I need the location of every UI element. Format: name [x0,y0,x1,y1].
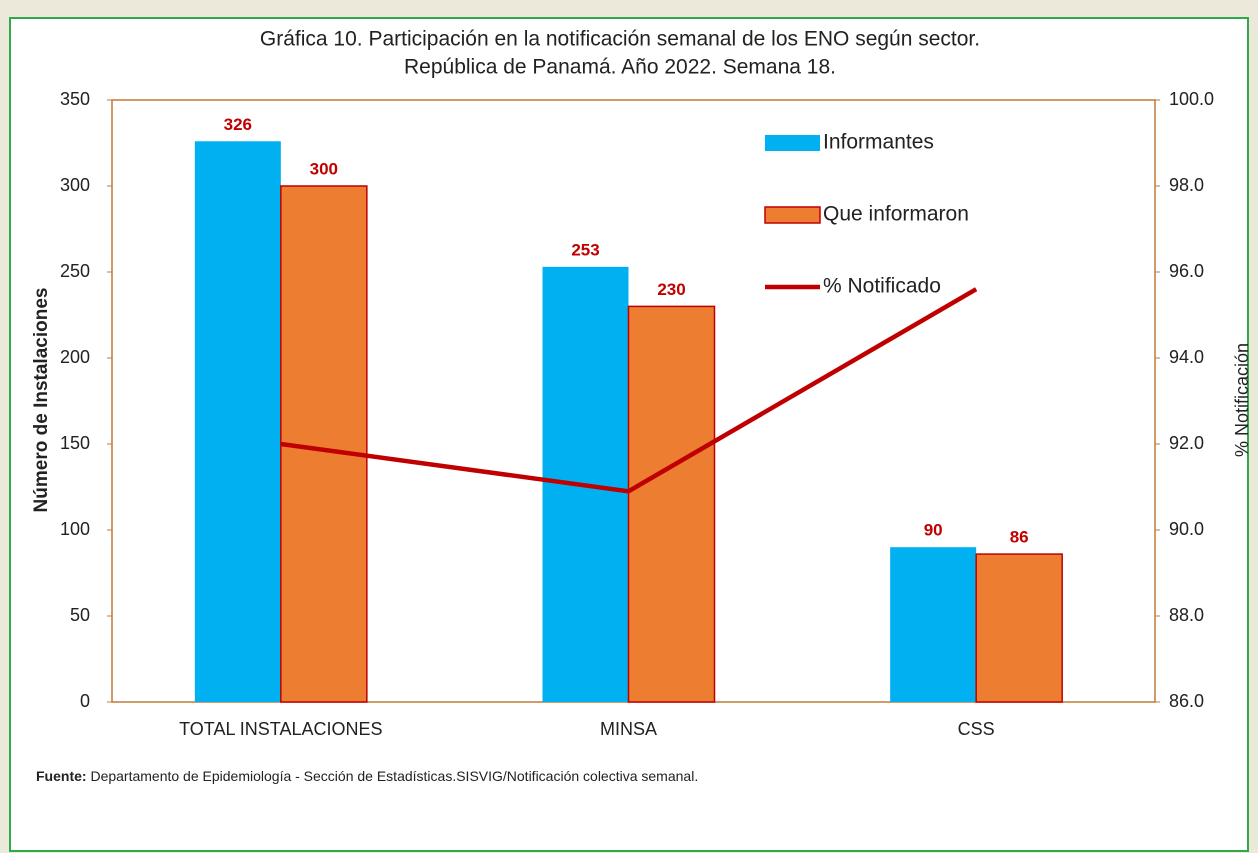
chart-title: Gráfica 10. Participación en la notifica… [260,28,980,51]
legend-marker [765,135,820,151]
legend-label: % Notificado [823,275,941,298]
y-tick-label: 200 [60,347,90,367]
legend-label: Que informaron [823,203,969,226]
y2-tick-label: 88.0 [1169,605,1204,625]
bar [627,305,716,703]
y2-tick-label: 96.0 [1169,261,1204,281]
y2-tick-label: 100.0 [1169,89,1214,109]
data-label: 86 [1010,528,1029,547]
data-label: 300 [310,159,338,178]
source-text: Departamento de Epidemiología - Sección … [90,768,698,784]
y-tick-label: 0 [80,691,90,711]
bar [194,141,281,702]
source: Fuente: Departamento de Epidemiología - … [36,768,698,784]
y-tick-label: 150 [60,433,90,453]
y-tick-label: 250 [60,261,90,281]
x-tick-label: MINSA [600,719,657,739]
y2-tick-label: 90.0 [1169,519,1204,539]
y2-tick-label: 94.0 [1169,347,1204,367]
x-tick-label: TOTAL INSTALACIONES [179,719,382,739]
bar [890,547,977,702]
x-tick-label: CSS [958,719,995,739]
source-label: Fuente: [36,768,87,784]
y2-axis-title: % Notificación [1232,343,1252,457]
y-axis-title: Número de Instalaciones [31,288,52,513]
y2-tick-label: 86.0 [1169,691,1204,711]
data-label: 326 [224,115,252,134]
y-tick-label: 300 [60,175,90,195]
bar [975,553,1063,703]
y2-tick-label: 98.0 [1169,175,1204,195]
y2-tick-label: 92.0 [1169,433,1204,453]
y-tick-label: 350 [60,89,90,109]
data-label: 253 [571,240,599,259]
legend-label: Informantes [823,131,934,154]
line-series [280,287,978,494]
y-tick-label: 100 [60,519,90,539]
y-tick-label: 50 [70,605,90,625]
legend-marker [764,206,821,224]
chart-subtitle: República de Panamá. Año 2022. Semana 18… [404,56,836,79]
data-label: 90 [924,521,943,540]
data-label: 230 [657,280,685,299]
